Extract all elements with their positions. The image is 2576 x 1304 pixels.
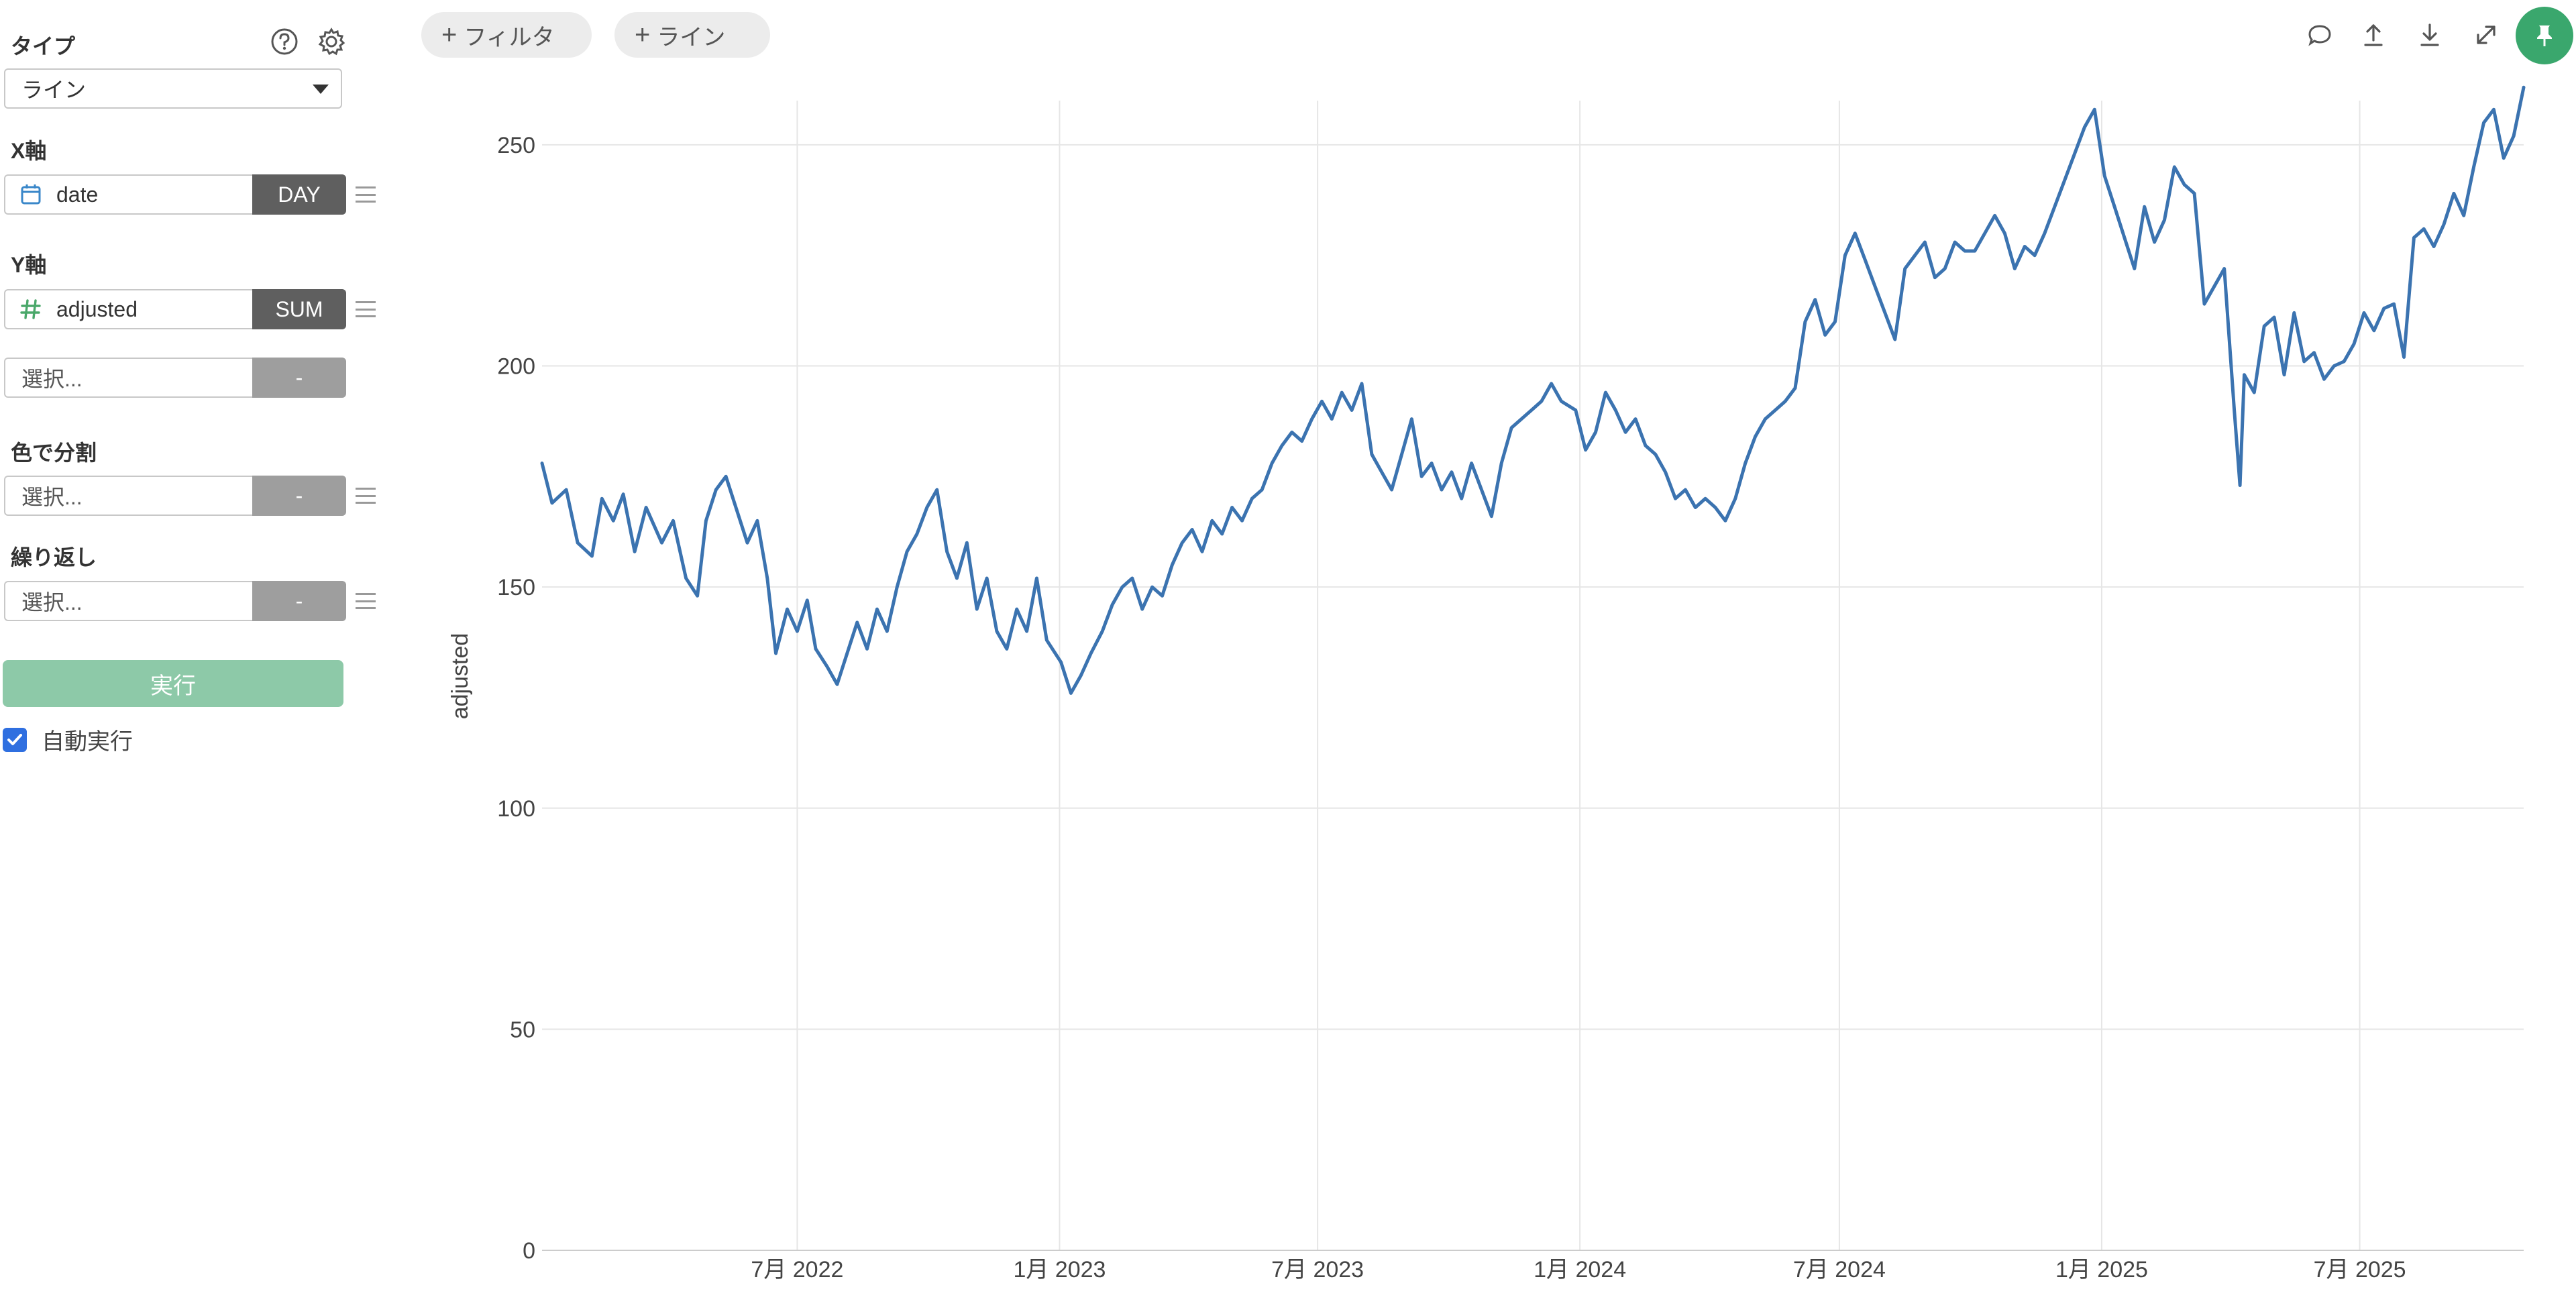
chart-config-sidebar: タイプ ライン X軸 xyxy=(0,0,376,1304)
hash-icon xyxy=(16,298,46,320)
y-axis-extra-select[interactable]: 選択... xyxy=(4,358,252,398)
y-axis-label: Y軸 xyxy=(11,253,47,277)
y-axis-column-select[interactable]: adjusted xyxy=(4,289,252,329)
type-label: タイプ xyxy=(11,34,76,58)
add-line-label: ライン xyxy=(657,24,726,50)
x-axis-column-select[interactable]: date xyxy=(4,174,252,215)
x-tick-label: 1月 2024 xyxy=(1534,1257,1626,1283)
x-axis-aggregation-button[interactable]: DAY xyxy=(252,174,346,215)
color-split-menu-icon[interactable] xyxy=(356,488,376,504)
repeat-placeholder: 選択... xyxy=(21,590,83,614)
repeat-select[interactable]: 選択... xyxy=(4,581,252,621)
chevron-down-icon xyxy=(313,85,329,94)
y-axis-extra-aggregation-button[interactable]: - xyxy=(252,358,346,398)
x-axis-field: date DAY xyxy=(4,174,346,215)
expand-icon[interactable] xyxy=(2471,20,2501,50)
color-split-label: 色で分割 xyxy=(11,441,97,465)
x-tick-label: 7月 2024 xyxy=(1793,1257,1886,1283)
calendar-icon xyxy=(16,183,46,206)
repeat-menu-icon[interactable] xyxy=(356,593,376,609)
repeat-field: 選択... - xyxy=(4,581,346,621)
x-axis-column-name: date xyxy=(56,182,99,207)
auto-run-checkbox[interactable] xyxy=(3,727,27,752)
color-split-placeholder: 選択... xyxy=(21,485,83,509)
y-axis-column-name: adjusted xyxy=(56,296,138,321)
auto-run-toggle: 自動実行 xyxy=(3,723,133,756)
plus-icon: + xyxy=(441,19,458,50)
y-axis-extra-placeholder: 選択... xyxy=(21,367,83,391)
repeat-label: 繰り返し xyxy=(11,545,97,569)
add-filter-button[interactable]: + フィルタ xyxy=(421,12,592,58)
color-split-select[interactable]: 選択... xyxy=(4,476,252,516)
chart-type-select[interactable]: ライン xyxy=(4,68,342,109)
x-tick-label: 7月 2025 xyxy=(2314,1257,2406,1283)
add-line-button[interactable]: + ライン xyxy=(614,12,770,58)
repeat-option-button[interactable]: - xyxy=(252,581,346,621)
x-tick-label: 1月 2025 xyxy=(2055,1257,2148,1283)
check-icon xyxy=(7,733,22,745)
x-tick-label: 7月 2023 xyxy=(1271,1257,1364,1283)
plus-icon: + xyxy=(635,19,651,50)
y-tick-label: 250 xyxy=(497,133,535,158)
upload-icon[interactable] xyxy=(2359,20,2388,50)
chart-type-value: ライン xyxy=(21,78,87,102)
download-icon[interactable] xyxy=(2415,20,2445,50)
y-tick-label: 150 xyxy=(497,575,535,600)
y-axis-aggregation-button[interactable]: SUM xyxy=(252,289,346,329)
x-tick-label: 1月 2023 xyxy=(1013,1257,1106,1283)
gear-icon[interactable] xyxy=(315,25,347,58)
y-axis-field: adjusted SUM xyxy=(4,289,346,329)
run-button[interactable]: 実行 xyxy=(3,660,343,707)
y-axis-extra-field: 選択... - xyxy=(4,358,346,398)
x-axis-menu-icon[interactable] xyxy=(356,186,376,203)
color-split-field: 選択... - xyxy=(4,476,346,516)
pin-button[interactable] xyxy=(2516,7,2573,64)
pin-icon xyxy=(2537,25,2552,46)
auto-run-label: 自動実行 xyxy=(42,729,133,755)
help-icon[interactable] xyxy=(268,25,301,58)
y-tick-label: 0 xyxy=(523,1238,535,1264)
y-tick-label: 50 xyxy=(510,1017,535,1042)
series-line xyxy=(540,85,2526,695)
y-tick-label: 200 xyxy=(497,354,535,380)
y-tick-label: 100 xyxy=(497,796,535,822)
color-split-option-button[interactable]: - xyxy=(252,476,346,516)
x-tick-label: 7月 2022 xyxy=(751,1257,843,1283)
y-axis-title: adjusted xyxy=(447,633,473,720)
comment-icon[interactable] xyxy=(2305,20,2334,50)
x-axis-label: X軸 xyxy=(11,139,47,163)
add-filter-label: フィルタ xyxy=(464,24,555,50)
y-axis-menu-icon[interactable] xyxy=(356,301,376,317)
